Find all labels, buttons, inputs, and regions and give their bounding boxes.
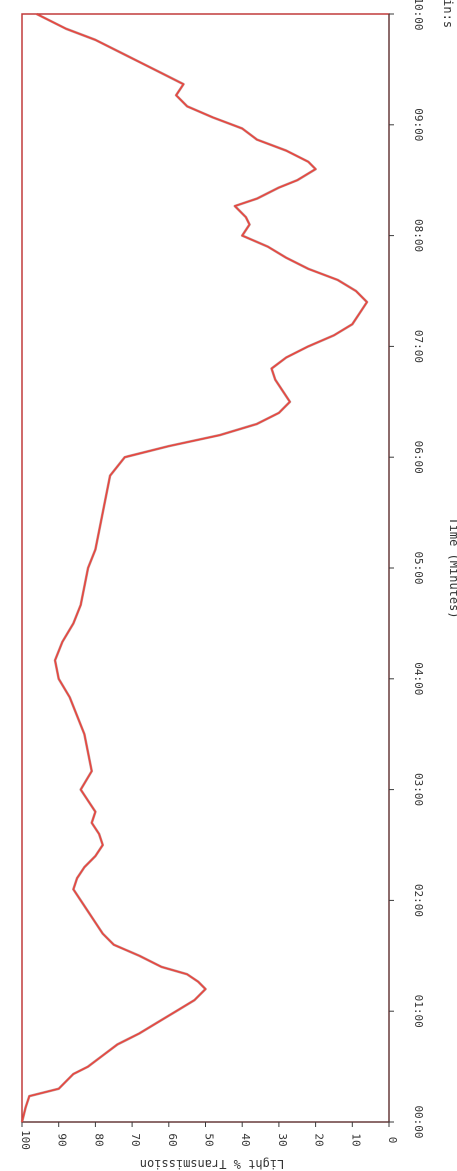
- series-group: [20, 12, 369, 1123]
- x-tick-label: 10:00: [412, 0, 425, 31]
- y-tick-label: 100: [19, 1130, 32, 1150]
- y-tick-label: 20: [313, 1133, 326, 1146]
- y-tick-label: 90: [56, 1133, 69, 1146]
- x-tick-label: 04:00: [412, 662, 425, 695]
- y-tick-label: 10: [349, 1133, 362, 1146]
- x-tick-label: 01:00: [412, 995, 425, 1028]
- x-tick-label: 05:00: [412, 551, 425, 584]
- y-tick-label: 60: [166, 1133, 179, 1146]
- x-tick-label: 00:00: [412, 1105, 425, 1138]
- y-axis-ticks: 100 90 80 70 60 50 40 30 20 10 0: [19, 1122, 399, 1150]
- x-tick-label: 02:00: [412, 884, 425, 917]
- x-axis-ticks: 00:00 01:00 02:00 03:00 04:00 05:00 06:00 07:00…: [389, 0, 425, 1139]
- x-tick-label: 09:00: [412, 108, 425, 141]
- x-tick-label: 08:00: [412, 219, 425, 252]
- x-axis-title: Time (Minutes): [447, 517, 457, 618]
- y-axis-title: Light % Transmission: [140, 1157, 285, 1171]
- series-line: [21, 13, 368, 1123]
- y-tick-label: 70: [129, 1133, 142, 1146]
- x-tick-label: 06:00: [412, 441, 425, 474]
- x-tick-label: 07:00: [412, 330, 425, 363]
- y-tick-label: 30: [276, 1133, 289, 1146]
- y-tick-label: 0: [386, 1137, 399, 1144]
- y-tick-label: 80: [92, 1133, 105, 1146]
- x-axis-unit: min:s: [441, 0, 455, 28]
- y-tick-label: 50: [203, 1133, 216, 1146]
- x-tick-label: 03:00: [412, 773, 425, 806]
- plot-frame: [21, 13, 390, 1123]
- y-tick-label: 40: [239, 1133, 252, 1146]
